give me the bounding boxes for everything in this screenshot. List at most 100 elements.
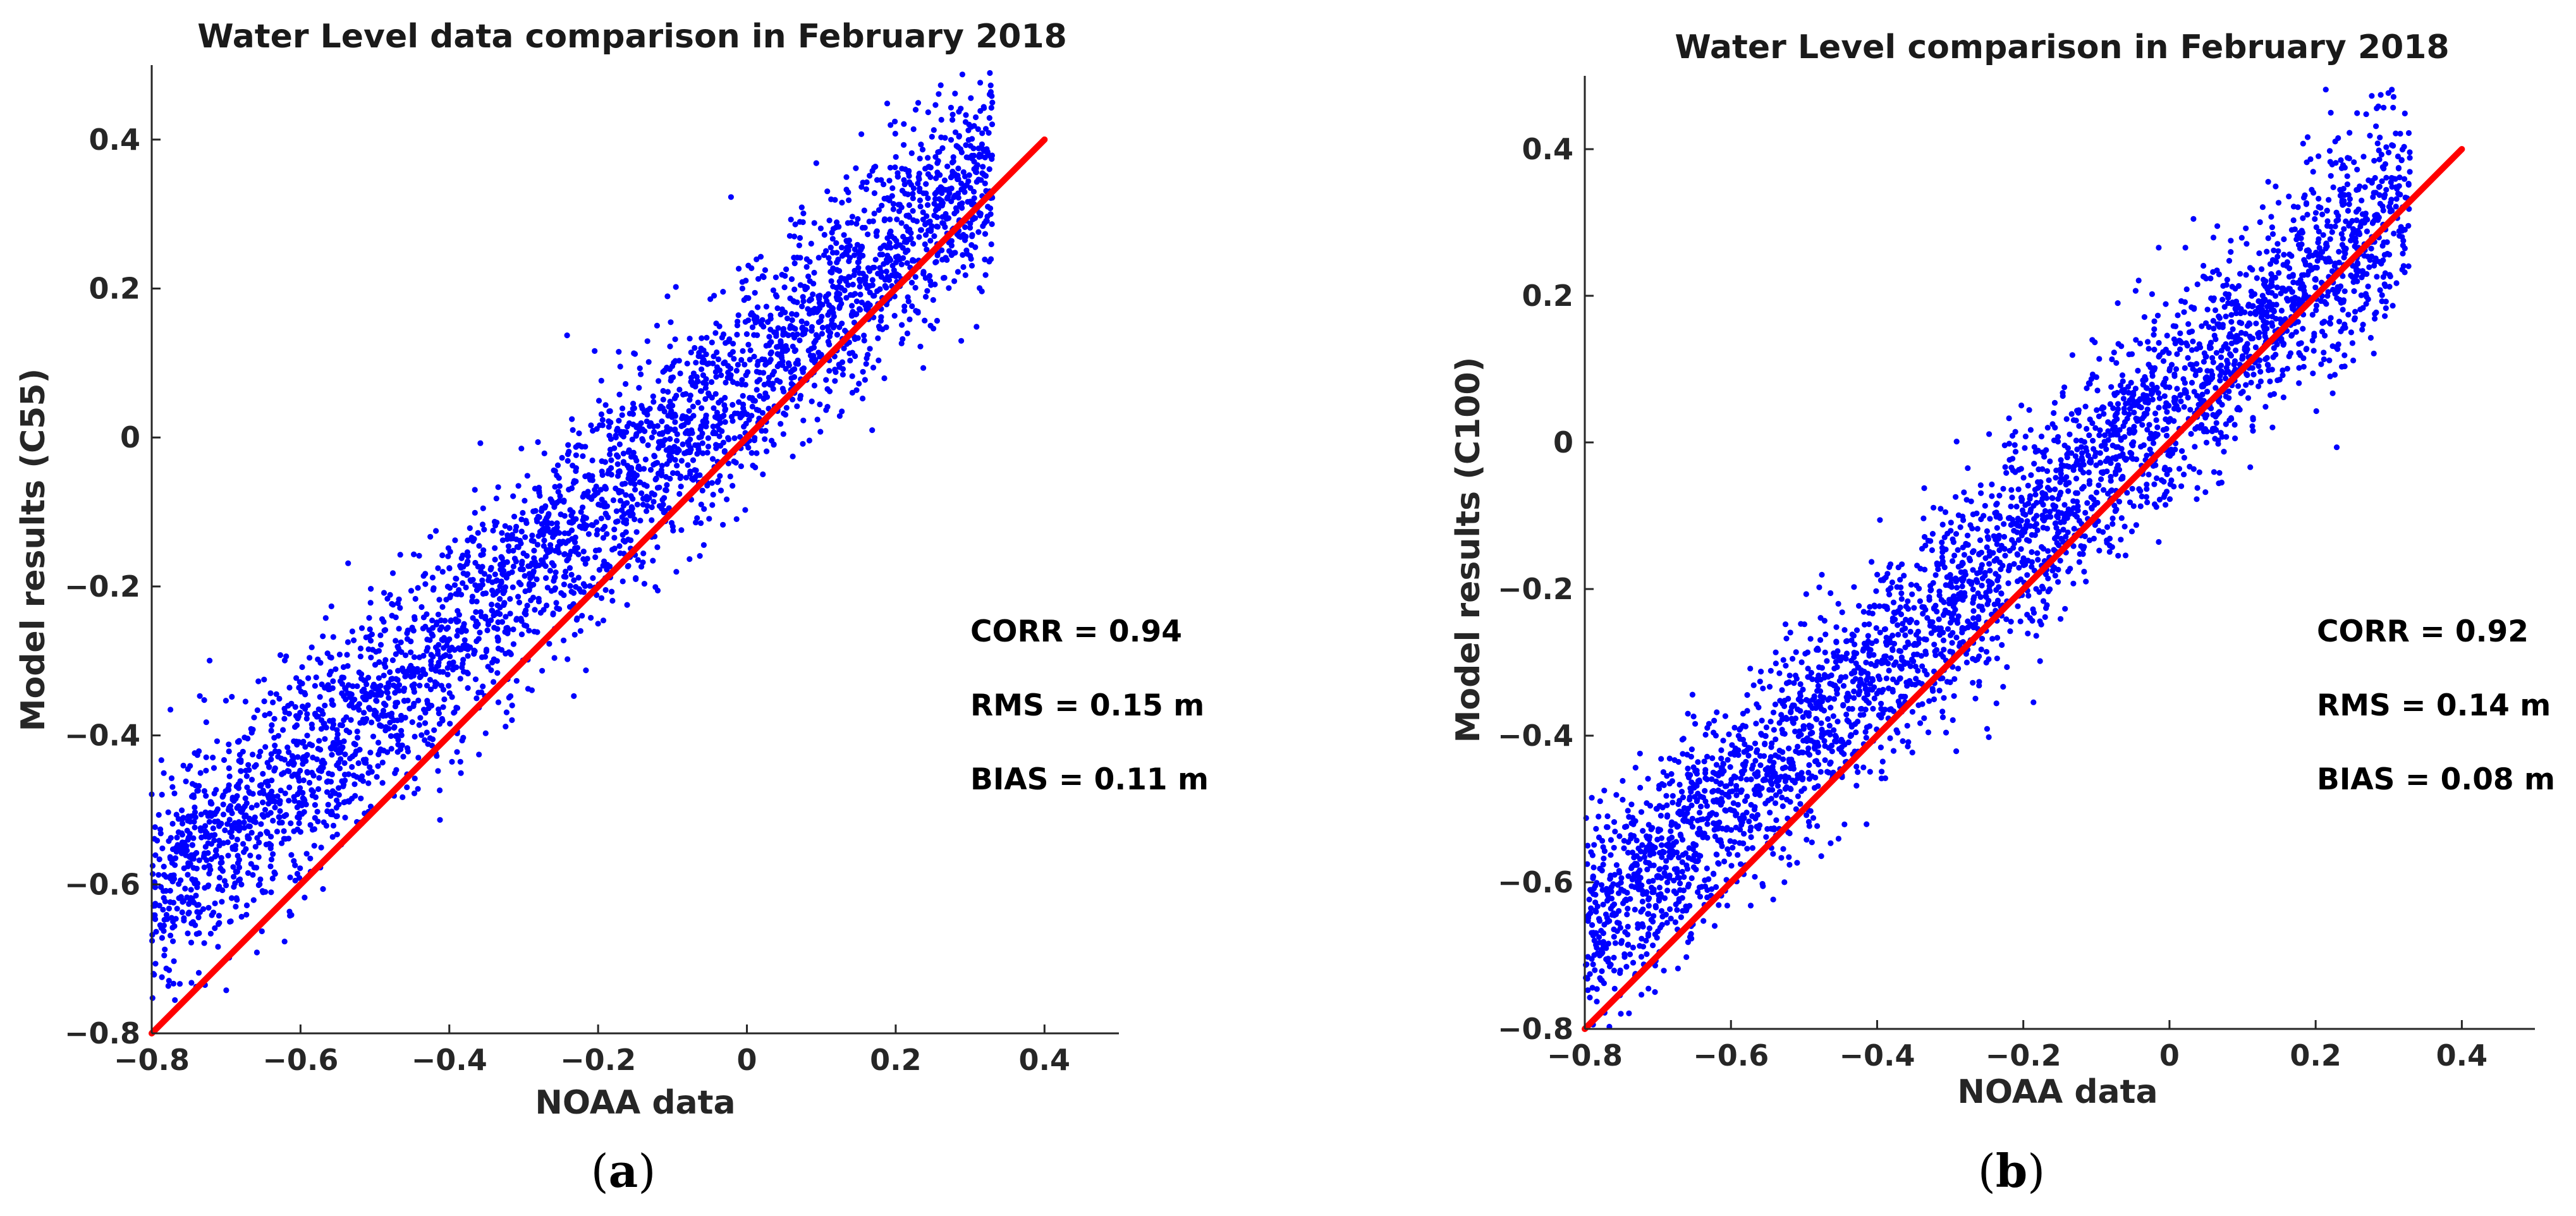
scatter-point	[626, 447, 632, 453]
scatter-point	[242, 795, 248, 801]
scatter-point	[929, 223, 935, 229]
scatter-point	[1599, 968, 1605, 975]
scatter-point	[620, 451, 627, 457]
scatter-point	[851, 252, 858, 258]
scatter-point	[644, 411, 650, 418]
scatter-point	[275, 733, 281, 739]
scatter-point	[257, 748, 264, 755]
scatter-point	[824, 386, 831, 392]
scatter-point	[2181, 454, 2187, 461]
scatter-point	[388, 714, 394, 720]
scatter-point	[509, 717, 515, 723]
scatter-point	[1641, 854, 1648, 860]
scatter-point	[481, 526, 487, 533]
scatter-point	[734, 331, 740, 338]
scatter-point	[539, 521, 545, 527]
scatter-point	[288, 700, 295, 707]
scatter-point	[248, 729, 255, 736]
scatter-point	[271, 715, 278, 722]
scatter-point	[1853, 763, 1860, 770]
scatter-point	[465, 671, 471, 677]
scatter-point	[246, 836, 252, 842]
scatter-point	[597, 487, 604, 493]
scatter-point	[446, 565, 453, 571]
scatter-point	[2217, 372, 2223, 379]
scatter-point	[536, 488, 542, 494]
scatter-point	[415, 786, 421, 792]
scatter-point	[931, 212, 937, 219]
scatter-point	[600, 617, 607, 624]
scatter-point	[616, 543, 623, 549]
scatter-point	[951, 278, 958, 284]
scatter-point	[955, 176, 961, 183]
scatter-point	[933, 175, 939, 181]
scatter-point	[2025, 482, 2031, 489]
scatter-point	[480, 547, 487, 554]
scatter-point	[398, 732, 405, 738]
scatter-point	[735, 362, 741, 368]
scatter-point	[862, 224, 868, 231]
scatter-point	[530, 569, 537, 576]
scatter-point	[2197, 367, 2203, 374]
scatter-point	[582, 444, 589, 450]
y-tick-label: −0.8	[64, 1016, 140, 1050]
scatter-point	[2143, 494, 2149, 500]
scatter-point	[262, 779, 269, 786]
scatter-point	[197, 693, 203, 699]
scatter-point	[480, 505, 486, 511]
scatter-point	[1679, 868, 1685, 875]
scatter-point	[268, 889, 274, 896]
scatter-point	[1740, 840, 1747, 847]
scatter-point	[420, 652, 427, 659]
scatter-point	[917, 343, 924, 350]
scatter-point	[1638, 954, 1645, 960]
scatter-point	[778, 421, 784, 427]
scatter-point	[506, 649, 512, 655]
scatter-point	[699, 440, 705, 446]
scatter-point	[291, 858, 297, 864]
scatter-point	[522, 534, 528, 540]
scatter-point	[876, 323, 882, 330]
scatter-point	[245, 762, 252, 768]
scatter-point	[526, 628, 532, 634]
scatter-point	[693, 520, 699, 526]
scatter-point	[674, 449, 680, 456]
scatter-point	[350, 753, 356, 760]
scatter-point	[172, 997, 178, 1003]
scatter-point	[566, 565, 573, 571]
scatter-point	[985, 204, 991, 210]
scatter-point	[644, 418, 650, 425]
scatter-point	[827, 330, 834, 336]
scatter-point	[614, 425, 621, 432]
scatter-point	[988, 256, 994, 262]
scatter-point	[960, 169, 967, 175]
scatter-point	[710, 430, 716, 437]
scatter-point	[183, 843, 190, 849]
scatter-point	[948, 104, 954, 111]
scatter-point	[917, 155, 923, 162]
scatter-point	[731, 458, 737, 465]
scatter-point	[699, 335, 705, 341]
scatter-point	[1685, 765, 1691, 772]
scatter-point	[2219, 296, 2226, 303]
scatter-point	[207, 930, 214, 937]
scatter-point	[559, 454, 565, 461]
scatter-point	[670, 374, 676, 380]
scatter-point	[410, 628, 417, 634]
scatter-point	[417, 683, 423, 689]
scatter-point	[2374, 140, 2381, 147]
scatter-point	[1869, 559, 1875, 565]
scatter-point	[1727, 764, 1733, 770]
scatter-point	[927, 164, 934, 171]
scatter-point	[728, 194, 734, 200]
scatter-point	[853, 221, 860, 227]
scatter-point	[405, 748, 412, 755]
scatter-point	[644, 483, 650, 489]
scatter-point	[968, 255, 974, 262]
scatter-point	[339, 690, 345, 696]
scatter-point	[551, 526, 557, 533]
scatter-point	[439, 569, 446, 575]
scatter-point	[620, 459, 627, 465]
scatter-point	[472, 509, 478, 516]
scatter-point	[571, 631, 578, 638]
